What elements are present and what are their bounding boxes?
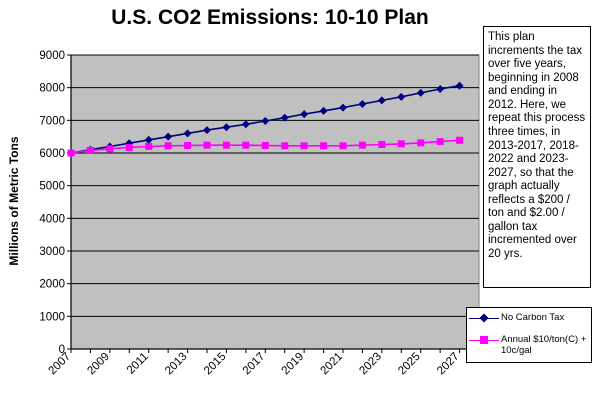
data-point <box>417 139 425 147</box>
y-axis-label: Millions of Metric Tons <box>7 136 21 265</box>
data-point <box>300 110 309 119</box>
x-tick-label: 2009 <box>85 351 112 378</box>
data-point <box>416 88 425 97</box>
legend-label: Annual $10/ton(C) + 10c/gal <box>501 334 587 356</box>
series-annual-10-ton-c-10c-gal <box>67 136 464 157</box>
gridlines <box>71 54 479 317</box>
y-tick-label: 4000 <box>39 213 65 225</box>
y-tick-label: 0 <box>59 344 65 356</box>
data-point <box>397 140 405 148</box>
legend-label: No Carbon Tax <box>501 312 565 323</box>
data-point <box>203 141 211 149</box>
data-point <box>241 120 250 129</box>
x-tick-label: 2019 <box>280 351 307 378</box>
data-point <box>358 100 367 108</box>
series-no-carbon-tax <box>67 81 464 157</box>
y-tick-label: 7000 <box>39 115 65 127</box>
x-tick-label: 2011 <box>125 351 151 377</box>
data-point <box>106 145 114 153</box>
legend: No Carbon Tax Annual $10/ton(C) + 10c/ga… <box>466 307 592 363</box>
data-point <box>397 92 406 101</box>
series-layer <box>67 81 464 157</box>
data-point <box>281 142 289 150</box>
x-tick-label: 2015 <box>202 351 229 378</box>
data-point <box>164 132 173 141</box>
y-tick-label: 8000 <box>39 83 65 95</box>
x-tick-label: 2017 <box>241 351 268 378</box>
data-point <box>320 142 328 150</box>
x-tick-label: 2025 <box>396 351 423 378</box>
legend-item-no-carbon-tax: No Carbon Tax <box>467 312 589 324</box>
x-tick-label: 2007 <box>47 351 74 378</box>
data-point <box>261 141 269 149</box>
data-point <box>125 143 133 151</box>
data-point <box>377 96 386 105</box>
x-tick-label: 2021 <box>319 351 346 378</box>
y-tick-label: 5000 <box>39 181 65 193</box>
data-point <box>222 123 231 132</box>
data-point <box>456 136 464 144</box>
x-tick-label: 2027 <box>435 351 462 378</box>
data-point <box>184 141 192 149</box>
legend-swatch-no-carbon-tax <box>467 313 501 323</box>
data-point <box>261 116 270 125</box>
data-point <box>280 113 289 122</box>
data-point <box>358 141 366 149</box>
data-point <box>242 141 250 149</box>
y-tick-label: 6000 <box>39 148 65 160</box>
data-point <box>319 106 328 115</box>
data-point <box>222 141 230 149</box>
legend-swatch-carbon-tax <box>467 335 501 345</box>
data-point <box>164 142 172 150</box>
y-tick-label: 9000 <box>39 50 65 62</box>
y-tick-label: 3000 <box>39 246 65 258</box>
data-point <box>378 141 386 149</box>
y-tick-label: 1000 <box>39 311 65 323</box>
plot-area <box>70 54 480 350</box>
data-point <box>436 138 444 146</box>
chart-title: U.S. CO2 Emissions: 10-10 Plan <box>111 6 429 29</box>
y-tick-label: 2000 <box>39 279 65 291</box>
data-point <box>144 135 153 144</box>
data-point <box>339 142 347 150</box>
data-point <box>455 81 464 90</box>
data-point <box>86 146 94 154</box>
data-point <box>67 149 75 157</box>
x-tick-label: 2023 <box>357 351 384 378</box>
annotation-box: This plan increments the tax over five y… <box>483 26 591 288</box>
data-point <box>436 84 445 93</box>
data-point <box>203 126 211 135</box>
x-tick-label: 2013 <box>163 351 190 378</box>
data-point <box>300 142 308 150</box>
annotation-text: This plan increments the tax over five y… <box>488 31 586 260</box>
data-point <box>339 103 347 112</box>
data-point <box>183 129 192 138</box>
legend-item-carbon-tax: Annual $10/ton(C) + 10c/gal <box>467 334 589 357</box>
data-point <box>145 142 153 150</box>
